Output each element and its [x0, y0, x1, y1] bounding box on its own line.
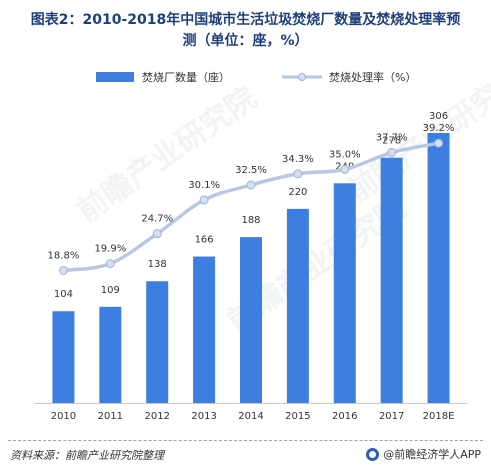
x-tick-label: 2011 [98, 411, 123, 422]
bar-2018E [427, 133, 450, 403]
bar-2015 [286, 208, 309, 403]
bar-2014 [240, 237, 262, 403]
bar-2013 [193, 256, 216, 403]
rate-point [340, 164, 350, 174]
rate-point [387, 148, 397, 158]
rate-label: 34.3% [282, 154, 314, 165]
rate-point [152, 229, 162, 239]
x-tick-label: 2018E [423, 411, 455, 422]
bar-2017 [380, 157, 403, 403]
rate-label: 30.1% [188, 180, 220, 191]
rate-label: 37.7% [376, 133, 408, 144]
rate-label: 32.5% [235, 165, 267, 176]
chart-title: 图表2：2010-2018年中国城市生活垃圾焚烧厂数量及焚烧处理率预 测（单位：… [0, 10, 491, 52]
chart-title-line-1: 图表2：2010-2018年中国城市生活垃圾焚烧厂数量及焚烧处理率预 [30, 12, 461, 28]
rate-point [293, 169, 303, 179]
x-tick-label: 2014 [238, 411, 263, 422]
bar-value-label: 306 [429, 111, 448, 122]
bar-value-label: 104 [54, 289, 73, 300]
chart-title-line-2: 测（单位：座，%） [182, 33, 309, 49]
rate-point [246, 180, 256, 190]
x-tick-label: 2013 [191, 411, 216, 422]
bar-2016 [333, 183, 356, 403]
x-tick-label: 2010 [51, 411, 76, 422]
rate-label: 39.2% [423, 123, 455, 134]
bar-2011 [99, 306, 122, 403]
bar-value-label: 188 [241, 215, 260, 226]
legend-bar-swatch [96, 72, 134, 82]
rate-label: 24.7% [141, 214, 173, 225]
rate-label: 18.8% [48, 250, 80, 261]
brand-label: @前瞻经济学人APP [383, 448, 481, 461]
x-tick-label: 2012 [144, 411, 169, 422]
brand-logo-icon [366, 447, 380, 461]
bar-value-label: 109 [101, 285, 120, 296]
rate-label: 35.0% [329, 149, 361, 160]
rate-label: 19.9% [94, 244, 126, 255]
x-tick-label: 2016 [332, 411, 357, 422]
rate-point [105, 259, 115, 269]
bar-value-label: 166 [195, 235, 214, 246]
x-tick-label: 2015 [285, 411, 310, 422]
legend-bar-label: 焚烧厂数量（座） [142, 70, 230, 84]
source-note: 资料来源：前瞻产业研究院整理 [10, 449, 164, 462]
bar-2010 [52, 311, 75, 403]
x-tick-label: 2017 [379, 411, 404, 422]
bar-2012 [146, 281, 169, 403]
footer-divider [8, 440, 483, 441]
legend-line-marker [298, 73, 306, 81]
rate-point [199, 195, 209, 205]
bar-value-label: 138 [148, 259, 167, 270]
bar-value-label: 220 [288, 187, 307, 198]
rate-point [434, 138, 444, 148]
rate-point [58, 265, 68, 275]
legend-line-label: 焚烧处理率（%） [329, 70, 416, 84]
bar-value-label: 278 [382, 136, 401, 147]
brand: @前瞻经济学人APP [366, 446, 481, 462]
